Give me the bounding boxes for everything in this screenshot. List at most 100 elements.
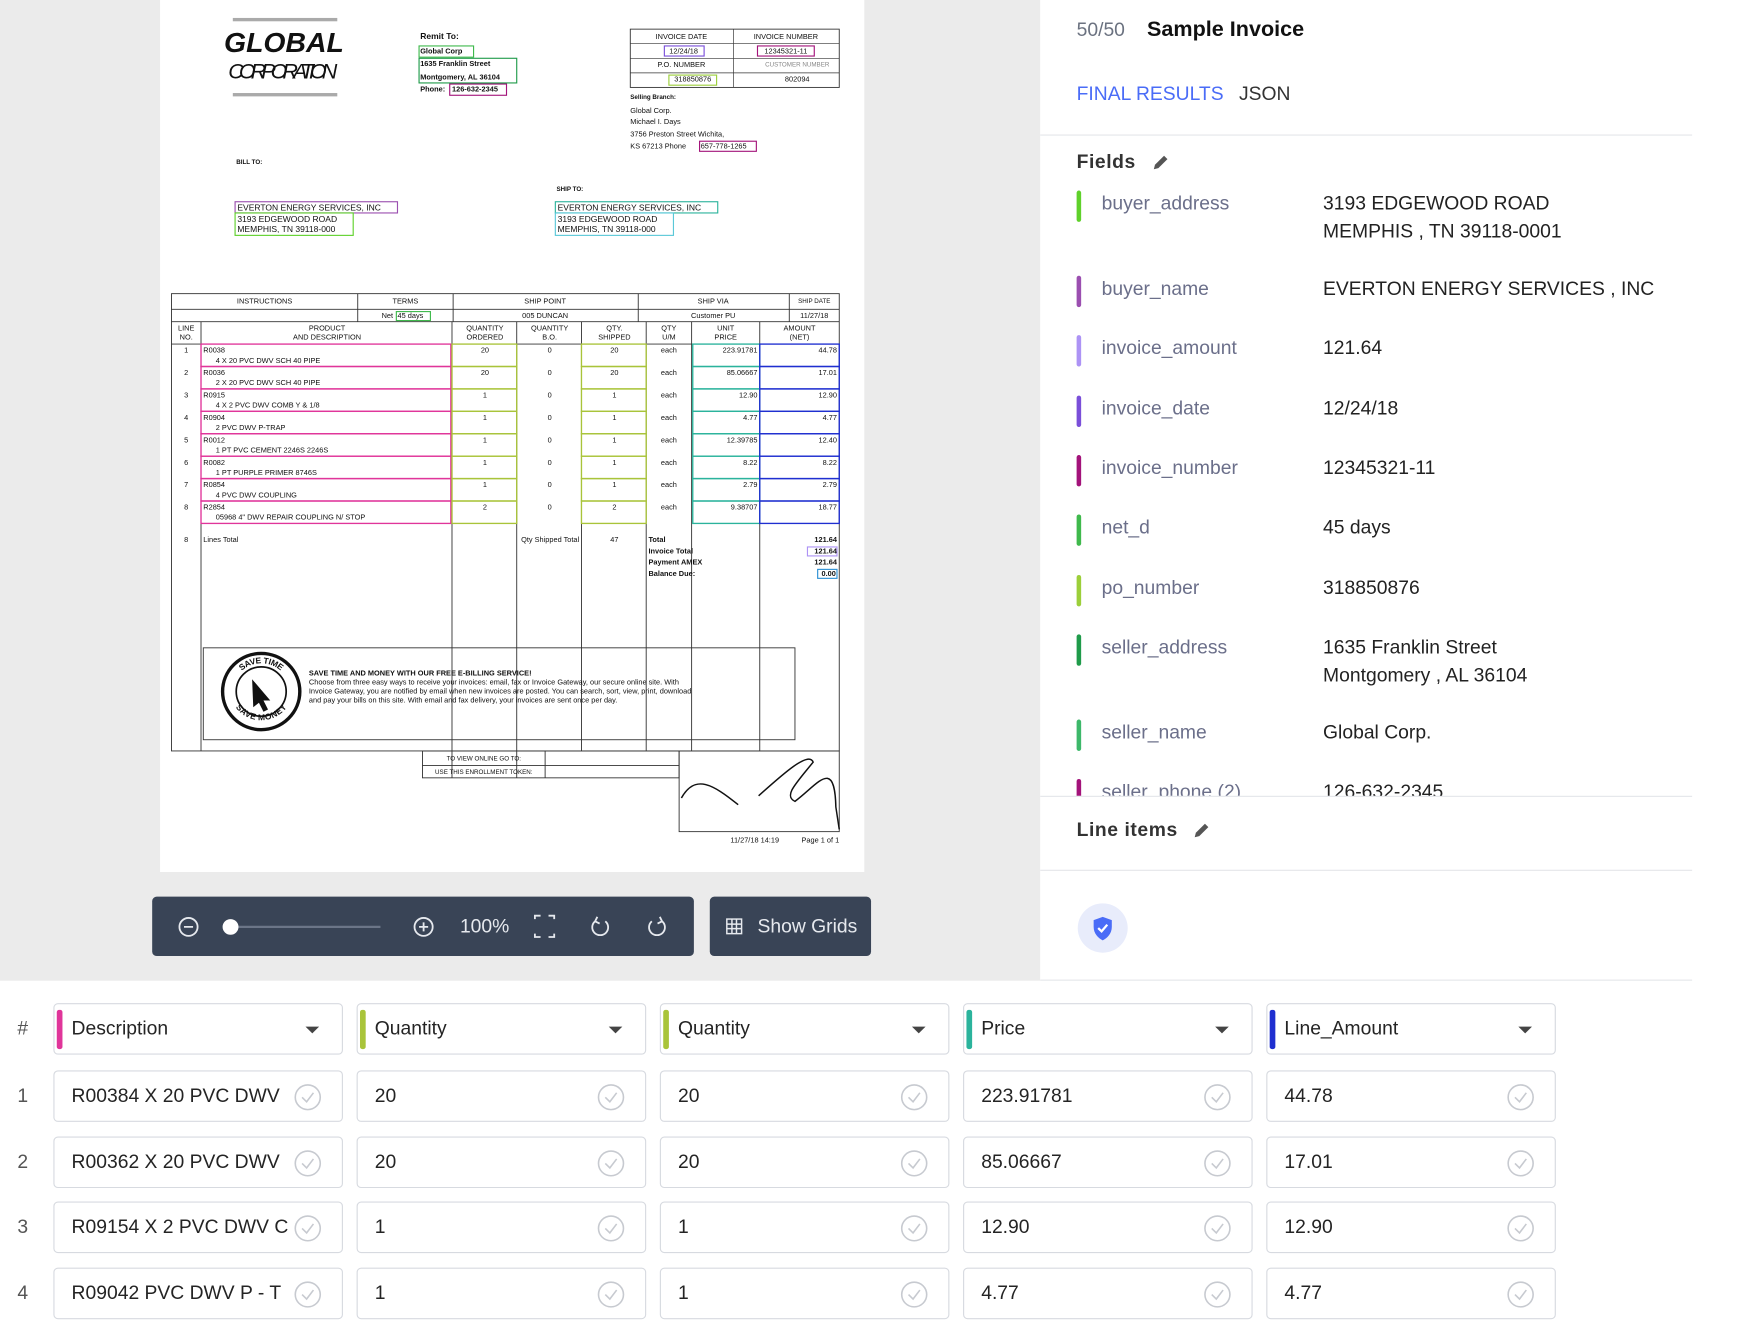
edit-line-items-button[interactable]	[1192, 822, 1210, 840]
item-shipped: 1	[612, 458, 616, 467]
item-amount: 2.79	[823, 480, 837, 489]
check-circle	[1507, 1281, 1534, 1308]
verify-check[interactable]	[293, 1148, 323, 1177]
verify-check[interactable]	[1203, 1083, 1233, 1112]
verify-check[interactable]	[293, 1280, 323, 1309]
item-code: R0038	[203, 346, 225, 355]
badge-text: SAVE TIME	[237, 655, 286, 672]
item-code: R0904	[203, 413, 225, 422]
table-cell[interactable]: 20	[356, 1136, 647, 1188]
rotate-right-button[interactable]	[648, 916, 666, 936]
row-index: 4	[17, 1282, 29, 1304]
table-cell[interactable]: 12.90	[1266, 1201, 1556, 1254]
item-amount: 44.78	[819, 346, 837, 355]
field-value: 318850876	[1323, 576, 1420, 598]
divider	[1040, 795, 1693, 797]
column-dropdown[interactable]	[608, 1024, 624, 1035]
column-color-bar	[1269, 1009, 1276, 1050]
column-dropdown[interactable]	[304, 1024, 320, 1035]
column-dropdown[interactable]	[1517, 1024, 1533, 1035]
verify-check[interactable]	[293, 1083, 323, 1112]
verify-check[interactable]	[596, 1083, 626, 1112]
table-cell[interactable]: 1	[659, 1267, 950, 1320]
dropdown-caret	[1518, 1026, 1533, 1034]
column-header[interactable]: Price	[963, 1003, 1253, 1055]
item-price: 12.90	[739, 391, 757, 400]
edit-fields-button[interactable]	[1152, 154, 1170, 172]
column-header: PRODUCT	[309, 323, 346, 332]
verify-check[interactable]	[899, 1148, 929, 1177]
field-color-bar	[1076, 514, 1082, 547]
column-header[interactable]: Description	[53, 1003, 343, 1055]
verify-check[interactable]	[899, 1214, 929, 1243]
item-shipped: 1	[612, 480, 616, 489]
column-dropdown[interactable]	[911, 1024, 927, 1035]
check-circle	[900, 1084, 928, 1111]
grid-icon	[726, 918, 743, 935]
table-cell[interactable]: 12.90	[963, 1201, 1253, 1254]
verify-check[interactable]	[1203, 1214, 1233, 1243]
verify-check[interactable]	[899, 1083, 929, 1112]
verify-check[interactable]	[1506, 1083, 1536, 1112]
field-value: 45 days	[1323, 516, 1391, 539]
field-name: buyer_name	[1101, 277, 1209, 300]
table-cell[interactable]: 1	[356, 1201, 647, 1254]
zoom-slider-knob[interactable]	[222, 919, 239, 935]
fullscreen-button[interactable]	[533, 914, 556, 938]
table-cell[interactable]: R00362 X 20 PVC DWV	[53, 1136, 343, 1188]
show-grids-button[interactable]: Show Grids	[709, 896, 872, 957]
table-cell[interactable]: 20	[659, 1136, 950, 1188]
terms-value: 005 DUNCAN	[522, 311, 568, 320]
verify-check[interactable]	[1506, 1148, 1536, 1177]
table-cell[interactable]: 17.01	[1266, 1136, 1556, 1188]
table-cell[interactable]: 1	[356, 1267, 647, 1320]
item-line: 5	[184, 435, 188, 444]
table-cell[interactable]: 223.91781	[963, 1070, 1253, 1122]
cell-value: 85.06667	[981, 1150, 1062, 1173]
table-cell[interactable]: 20	[659, 1070, 950, 1122]
logo-text: CORPORATION	[228, 60, 338, 84]
verify-check[interactable]	[596, 1214, 626, 1243]
check-mark	[907, 1158, 921, 1169]
remit-line: Global Corp	[420, 47, 463, 56]
verify-check[interactable]	[596, 1280, 626, 1309]
table-cell[interactable]: 4.77	[1266, 1267, 1556, 1320]
column-dropdown[interactable]	[1214, 1024, 1230, 1035]
verify-check[interactable]	[1506, 1280, 1536, 1309]
table-cell[interactable]: R00384 X 20 PVC DWV	[53, 1070, 343, 1122]
ship-to-line: EVERTON ENERGY SERVICES, INC	[558, 203, 702, 213]
divider	[1040, 134, 1693, 136]
verify-check[interactable]	[1506, 1214, 1536, 1243]
zoom-in-button[interactable]	[413, 917, 434, 937]
terms-header: SHIP VIA	[698, 296, 729, 305]
table-cell[interactable]: 85.06667	[963, 1136, 1253, 1188]
field-value: 1635 Franklin Street	[1323, 636, 1497, 658]
field-value: MEMPHIS , TN 39118-0001	[1323, 220, 1562, 243]
column-header[interactable]: Line_Amount	[1266, 1003, 1556, 1055]
verify-check[interactable]	[293, 1214, 323, 1243]
rotate-left-button[interactable]	[591, 916, 610, 936]
table-cell[interactable]: R09154 X 2 PVC DWV C	[53, 1201, 343, 1254]
column-header[interactable]: Quantity	[659, 1003, 950, 1055]
verify-check[interactable]	[1203, 1280, 1233, 1309]
verify-check[interactable]	[596, 1148, 626, 1177]
check-mark	[1211, 1158, 1224, 1169]
highlight-box	[806, 546, 838, 557]
table-cell[interactable]: 20	[356, 1070, 647, 1122]
verify-button[interactable]	[1077, 902, 1129, 954]
field-value: 12/24/18	[1323, 397, 1399, 419]
table-cell[interactable]: 44.78	[1266, 1070, 1556, 1122]
item-line: 2	[184, 368, 188, 377]
verify-check[interactable]	[899, 1280, 929, 1309]
verify-check[interactable]	[1203, 1148, 1233, 1177]
column-header[interactable]: Quantity	[356, 1003, 647, 1055]
column-header: U/M	[662, 332, 676, 341]
check-mark	[1514, 1223, 1527, 1235]
table-cell[interactable]: 1	[659, 1201, 950, 1254]
field-color-bar	[1076, 335, 1082, 367]
tab-final-results[interactable]: FINAL RESULTS	[1076, 82, 1224, 105]
table-cell[interactable]: R09042 PVC DWV P - T	[53, 1267, 343, 1320]
zoom-out-button[interactable]	[178, 917, 199, 937]
tab-json[interactable]: JSON	[1239, 82, 1291, 105]
table-cell[interactable]: 4.77	[963, 1267, 1253, 1320]
